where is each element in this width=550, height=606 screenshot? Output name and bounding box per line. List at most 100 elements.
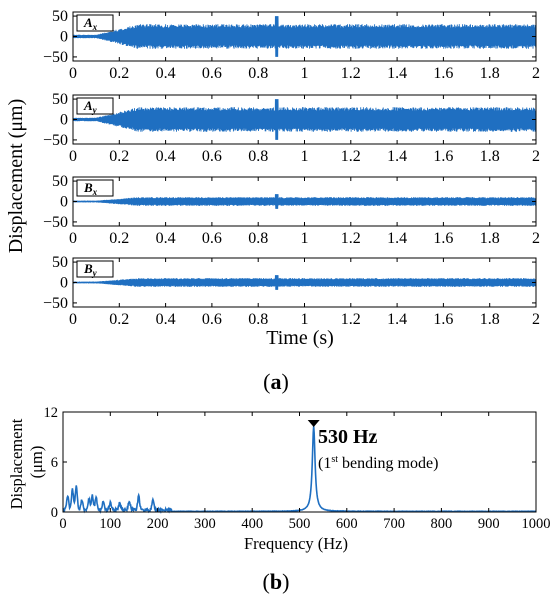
x-tick-label: 0.2 (109, 65, 129, 82)
subplot-bx-y-ticks: −50 0 50 (43, 173, 536, 231)
x-tick-label: 1.2 (341, 65, 361, 82)
subplot-by-tag: By (76, 260, 114, 278)
x-tick-label: 0.8 (248, 148, 268, 165)
x-tick-label: 1.6 (433, 230, 453, 247)
x-tick-label: 0.8 (248, 311, 268, 328)
subplot-ax-tag-label: Ax (83, 15, 98, 32)
x-tick-label: 0.2 (109, 230, 129, 247)
waveform-trace (72, 99, 537, 140)
x-tick-label: 200 (147, 516, 169, 532)
x-tick-label: 1.6 (433, 311, 453, 328)
y-tick-label: 0 (51, 505, 58, 521)
x-tick-label: 2 (532, 230, 540, 247)
y-tick-label: −50 (43, 132, 68, 149)
x-tick-label: 1 (301, 148, 309, 165)
y-tick-label: 12 (44, 405, 59, 421)
subplot-ay-tag-box (76, 97, 114, 115)
x-tick-label: 0 (69, 65, 77, 82)
subplot-by-y-ticks: −50 0 50 (43, 254, 536, 312)
x-tick-label: 600 (336, 516, 358, 532)
subplot-ax-tag-box (76, 14, 114, 32)
subplot-bx-x-ticks: 0 0.2 0.4 0.6 0.8 1 1.2 1.4 1.6 1.8 2 (69, 177, 540, 247)
y-tick-label: 50 (52, 8, 68, 25)
x-tick-label: 1 (301, 230, 309, 247)
panel-b-y-axis-label: Displacement (μm) (7, 415, 46, 510)
x-tick-label: 1.6 (433, 65, 453, 82)
y-tick-label: −50 (43, 295, 68, 312)
subplot-ay-tag: Ay (76, 97, 114, 115)
x-tick-label: 0 (69, 230, 77, 247)
x-tick-label: 1.8 (480, 148, 500, 165)
subplot-ay-y-ticks: −50 0 50 (43, 91, 536, 149)
x-tick-label: 0.6 (202, 311, 222, 328)
x-tick-label: 1.8 (480, 230, 500, 247)
subplot-bx-tag: Bx (76, 179, 114, 197)
x-tick-label: 1.2 (341, 230, 361, 247)
waveform-bx (72, 194, 537, 209)
x-tick-label: 1.6 (433, 148, 453, 165)
x-tick-label: 0 (69, 311, 77, 328)
x-tick-label: 0.2 (109, 148, 129, 165)
waveform-by (72, 275, 537, 290)
x-tick-label: 0 (69, 148, 77, 165)
x-tick-label: 0 (59, 516, 66, 532)
x-tick-label: 1.4 (387, 65, 407, 82)
x-tick-label: 1.2 (341, 311, 361, 328)
y-tick-label: 0 (60, 112, 68, 129)
x-tick-label: 700 (383, 516, 405, 532)
x-tick-label: 300 (194, 516, 216, 532)
subplot-bx-tag-box (76, 179, 114, 197)
x-tick-label: 400 (241, 516, 263, 532)
x-tick-label: 0.8 (248, 65, 268, 82)
spectrum-line (62, 426, 537, 515)
y-tick-label: 0 (60, 194, 68, 211)
x-tick-label: 1.8 (480, 65, 500, 82)
panel-b-x-ticks: 0 100 200 300 400 500 600 700 800 900 1000 (59, 412, 550, 532)
x-tick-label: 1.2 (341, 148, 361, 165)
x-tick-label: 2 (532, 311, 540, 328)
x-tick-label: 0.2 (109, 311, 129, 328)
x-tick-label: 900 (478, 516, 500, 532)
x-tick-label: 1.4 (387, 230, 407, 247)
x-tick-label: 1.4 (387, 311, 407, 328)
subplot-ay-tag-label: Ay (83, 98, 98, 115)
x-tick-label: 2 (532, 148, 540, 165)
panel-a-x-axis-label: Time (s) (266, 327, 334, 349)
x-tick-label: 0.6 (202, 230, 222, 247)
panel-b-x-axis-label: Frequency (Hz) (244, 534, 348, 553)
x-tick-label: 1000 (522, 516, 550, 532)
x-tick-label: 100 (99, 516, 121, 532)
subplot-by-x-ticks: 0 0.2 0.4 0.6 0.8 1 1.2 1.4 1.6 1.8 2 (69, 258, 540, 328)
x-tick-label: 0.4 (156, 311, 176, 328)
y-tick-label: 6 (51, 455, 58, 471)
subplot-ax-y-ticks: −50 0 50 (43, 8, 536, 66)
y-tick-label: 50 (52, 254, 68, 271)
peak-mode-label: (1st bending mode) (318, 454, 438, 472)
waveform-trace (72, 194, 537, 209)
x-tick-label: 0.6 (202, 65, 222, 82)
y-tick-label: 50 (52, 91, 68, 108)
subplot-by-tag-box (76, 260, 114, 278)
panel-b-y-ticks: 0 6 12 (44, 405, 536, 521)
y-tick-label: 0 (60, 29, 68, 46)
panel-b-frame (62, 411, 537, 513)
x-tick-label: 0.4 (156, 65, 176, 82)
waveform-ay (72, 99, 537, 140)
x-tick-label: 1.4 (387, 148, 407, 165)
subplot-ax-tag: Ax (76, 14, 114, 32)
peak-marker (307, 420, 320, 427)
x-tick-label: 500 (289, 516, 311, 532)
waveform-trace (72, 16, 537, 57)
waveform-ax (72, 16, 537, 57)
x-tick-label: 2 (532, 65, 540, 82)
subplot-by-tag-label: By (83, 261, 98, 278)
x-tick-label: 0.4 (156, 148, 176, 165)
panel-b-caption: (b) (263, 569, 290, 594)
x-tick-label: 1.8 (480, 311, 500, 328)
x-tick-label: 1 (301, 65, 309, 82)
